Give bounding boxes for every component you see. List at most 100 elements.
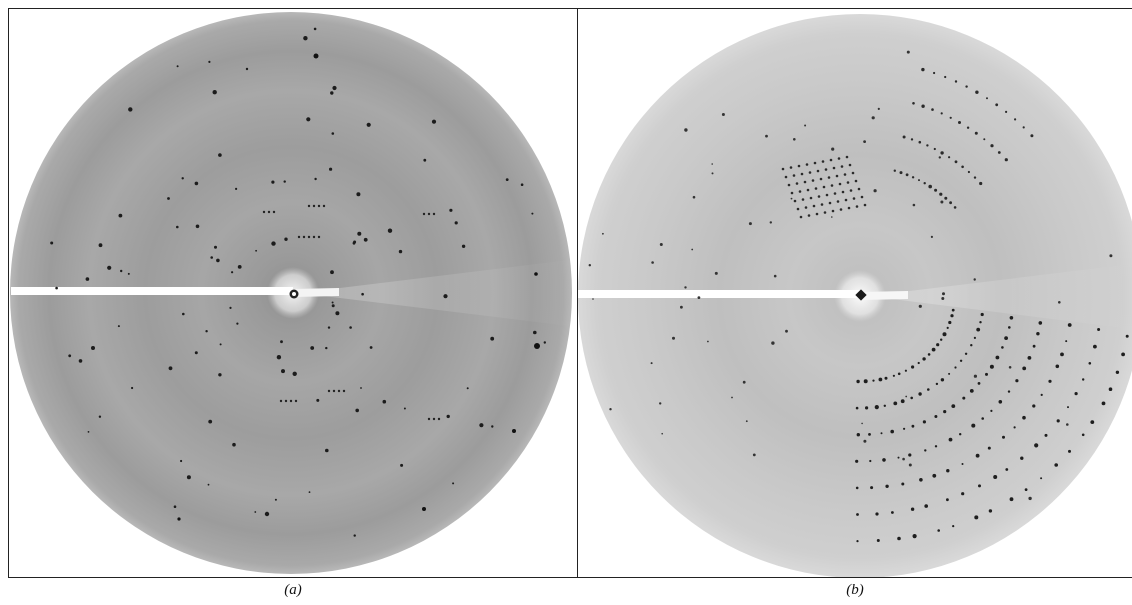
reflection-spot (812, 204, 816, 208)
reflection-spot (1040, 393, 1043, 396)
reflection-spot (902, 457, 905, 461)
reflection-spot (466, 387, 469, 390)
reflection-spot (306, 117, 311, 122)
reflection-spot (332, 85, 337, 91)
reflection-spot (229, 306, 232, 309)
reflection-spot (534, 272, 538, 276)
reflection-spot (870, 486, 874, 490)
reflection-spot (691, 248, 694, 251)
reflection-spot (173, 505, 177, 509)
reflection-spot (949, 116, 952, 119)
reflection-spot (232, 442, 236, 447)
reflection-spot (55, 286, 58, 290)
reflection-spot (946, 326, 949, 329)
reflection-spot (856, 433, 860, 437)
reflection-spot (176, 225, 179, 229)
reflection-spot (195, 224, 200, 229)
reflection-spot (1022, 415, 1026, 420)
reflection-spot (797, 164, 801, 168)
reflection-spot (443, 294, 448, 299)
reflection-spot (801, 198, 805, 201)
reflection-spot (943, 410, 947, 414)
reflection-spot (382, 399, 387, 404)
reflection-spot (423, 158, 427, 162)
reflection-spot (284, 399, 288, 403)
reflection-spot (272, 210, 276, 214)
reflection-spot (939, 192, 943, 196)
reflection-spot (811, 179, 815, 182)
reflection-spot (360, 387, 362, 389)
reflection-spot (1005, 110, 1008, 113)
reflection-spot (796, 207, 800, 211)
reflection-spot (800, 172, 804, 176)
reflection-spot (839, 208, 843, 211)
reflection-spot (799, 215, 803, 219)
reflection-spot (325, 346, 328, 350)
reflection-spot (831, 209, 835, 213)
reflection-spot (821, 160, 825, 163)
reflection-spot (806, 188, 810, 192)
reflection-spot (897, 372, 901, 376)
reflection-spot (745, 420, 748, 423)
reflection-spot (974, 131, 978, 135)
reflection-spot (892, 374, 895, 377)
reflection-spot (1032, 404, 1036, 408)
reflection-spot (127, 272, 130, 275)
reflection-spot (977, 382, 981, 385)
reflection-spot (890, 429, 894, 434)
reflection-spot (449, 208, 453, 212)
reflection-spot (995, 103, 999, 107)
reflection-spot (332, 389, 336, 393)
reflection-spot (310, 346, 315, 350)
reflection-spot (271, 241, 276, 246)
reflection-spot (271, 180, 275, 184)
reflection-spot (976, 327, 981, 332)
reflection-spot (940, 151, 944, 155)
reflection-spot (98, 415, 102, 418)
reflection-spot (50, 241, 54, 245)
reflection-spot (919, 478, 923, 482)
reflection-spot (944, 75, 947, 79)
reflection-spot (961, 492, 965, 496)
reflection-spot (908, 453, 912, 457)
reflection-spot (908, 463, 912, 467)
reflection-spot (817, 195, 821, 198)
reflection-spot (314, 177, 317, 181)
reflection-spot (979, 181, 983, 186)
reflection-spot (830, 184, 834, 187)
reflection-spot (931, 347, 936, 352)
reflection-spot (935, 382, 939, 386)
reflection-spot (893, 401, 898, 406)
reflection-spot (245, 67, 249, 71)
reflection-spot (924, 504, 928, 508)
reflection-spot (353, 240, 357, 244)
reflection-spot (860, 195, 864, 199)
reflection-spot (592, 298, 594, 300)
reflection-spot (847, 206, 851, 210)
reflection-spot (829, 158, 833, 162)
reflection-spot (921, 67, 925, 72)
reflection-spot (479, 423, 484, 428)
reflection-spot (356, 192, 361, 197)
reflection-spot (254, 511, 257, 513)
reflection-spot (1065, 340, 1068, 343)
reflection-spot (936, 343, 940, 347)
reflection-spot (330, 270, 334, 275)
reflection-spot (264, 511, 270, 517)
reflection-spot (302, 235, 306, 239)
reflection-spot (831, 216, 833, 218)
reflection-spot (262, 210, 266, 214)
reflection-spot (1022, 366, 1027, 371)
reflection-spot (918, 392, 922, 396)
beamstop-arm-a (11, 287, 293, 295)
reflection-spot (167, 197, 170, 200)
reflection-spot (325, 448, 329, 453)
reflection-spot (851, 171, 855, 175)
reflection-spot (899, 171, 903, 175)
reflection-spot (840, 165, 844, 168)
reflection-spot (1093, 344, 1097, 349)
reflection-spot (194, 181, 199, 186)
beamstop-arm-b (578, 290, 860, 298)
reflection-spot (349, 326, 352, 329)
reflection-spot (659, 402, 662, 405)
